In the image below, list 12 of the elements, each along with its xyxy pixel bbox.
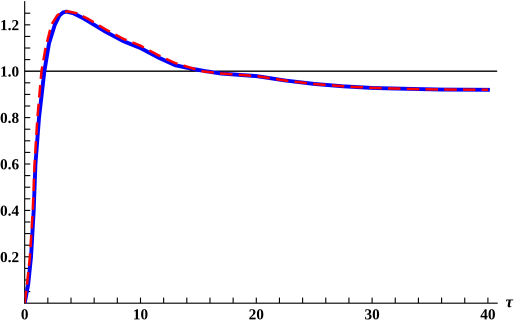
x-axis-title: τ (506, 300, 514, 308)
y-tick-label: 1.2 (1, 20, 18, 30)
y-tick-label: 0.6 (0, 159, 19, 170)
y-tick-label: 0.8 (0, 112, 19, 124)
x-tick-label: 0 (21, 309, 28, 320)
x-tick-label: 10 (134, 309, 148, 320)
y-tick-label: 1.0 (1, 66, 19, 77)
x-tick-label: 30 (365, 309, 380, 320)
y-tick-label: 0.2 (0, 252, 18, 262)
y-tick-label: 0.4 (0, 206, 19, 216)
x-tick-label: 40 (480, 309, 495, 320)
x-tick-label: 20 (249, 309, 264, 320)
